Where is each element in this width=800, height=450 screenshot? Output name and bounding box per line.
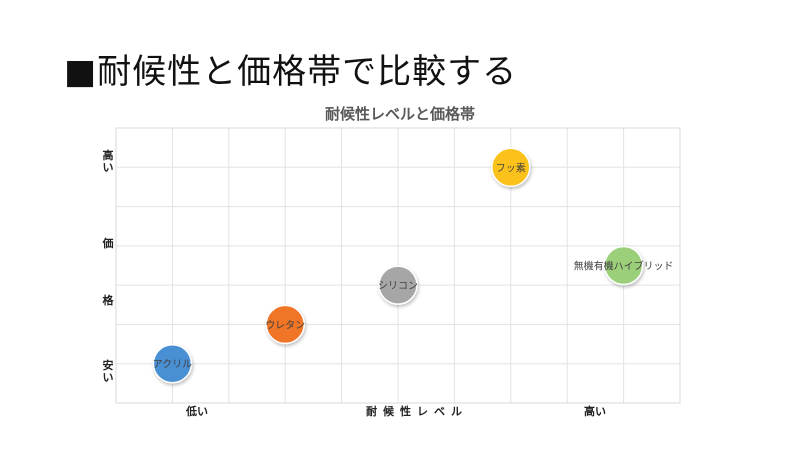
data-point-4 <box>603 245 644 286</box>
x-tick-label-high: 高い <box>584 405 606 418</box>
y-tick-label-high: 高い <box>102 149 114 174</box>
data-label-0: アクリル <box>153 359 193 371</box>
data-point-1 <box>265 304 305 345</box>
data-point-0 <box>152 343 193 384</box>
slide-title: ■耐候性と価格帯で比較する <box>64 52 518 92</box>
data-label-2: シリコン <box>378 281 418 292</box>
y-axis-label-char-1: 価 <box>102 237 114 250</box>
plot-area-border <box>115 127 681 404</box>
data-label-1: ウレタン <box>265 319 305 331</box>
x-tick-label-low: 低い <box>186 405 208 418</box>
data-point-2 <box>378 265 418 305</box>
x-axis-label: 耐候性レベル <box>366 405 468 418</box>
chart-title: 耐候性レベルと価格帯 <box>324 105 475 123</box>
data-label-4: 無機有機ハイブリッド <box>574 260 674 273</box>
grid-lines <box>116 128 680 403</box>
y-axis-label-char-2: 格 <box>102 294 114 307</box>
data-label-3: フッ素 <box>496 161 526 174</box>
y-tick-label-low: 安い <box>102 359 114 384</box>
data-point-3 <box>491 147 531 188</box>
